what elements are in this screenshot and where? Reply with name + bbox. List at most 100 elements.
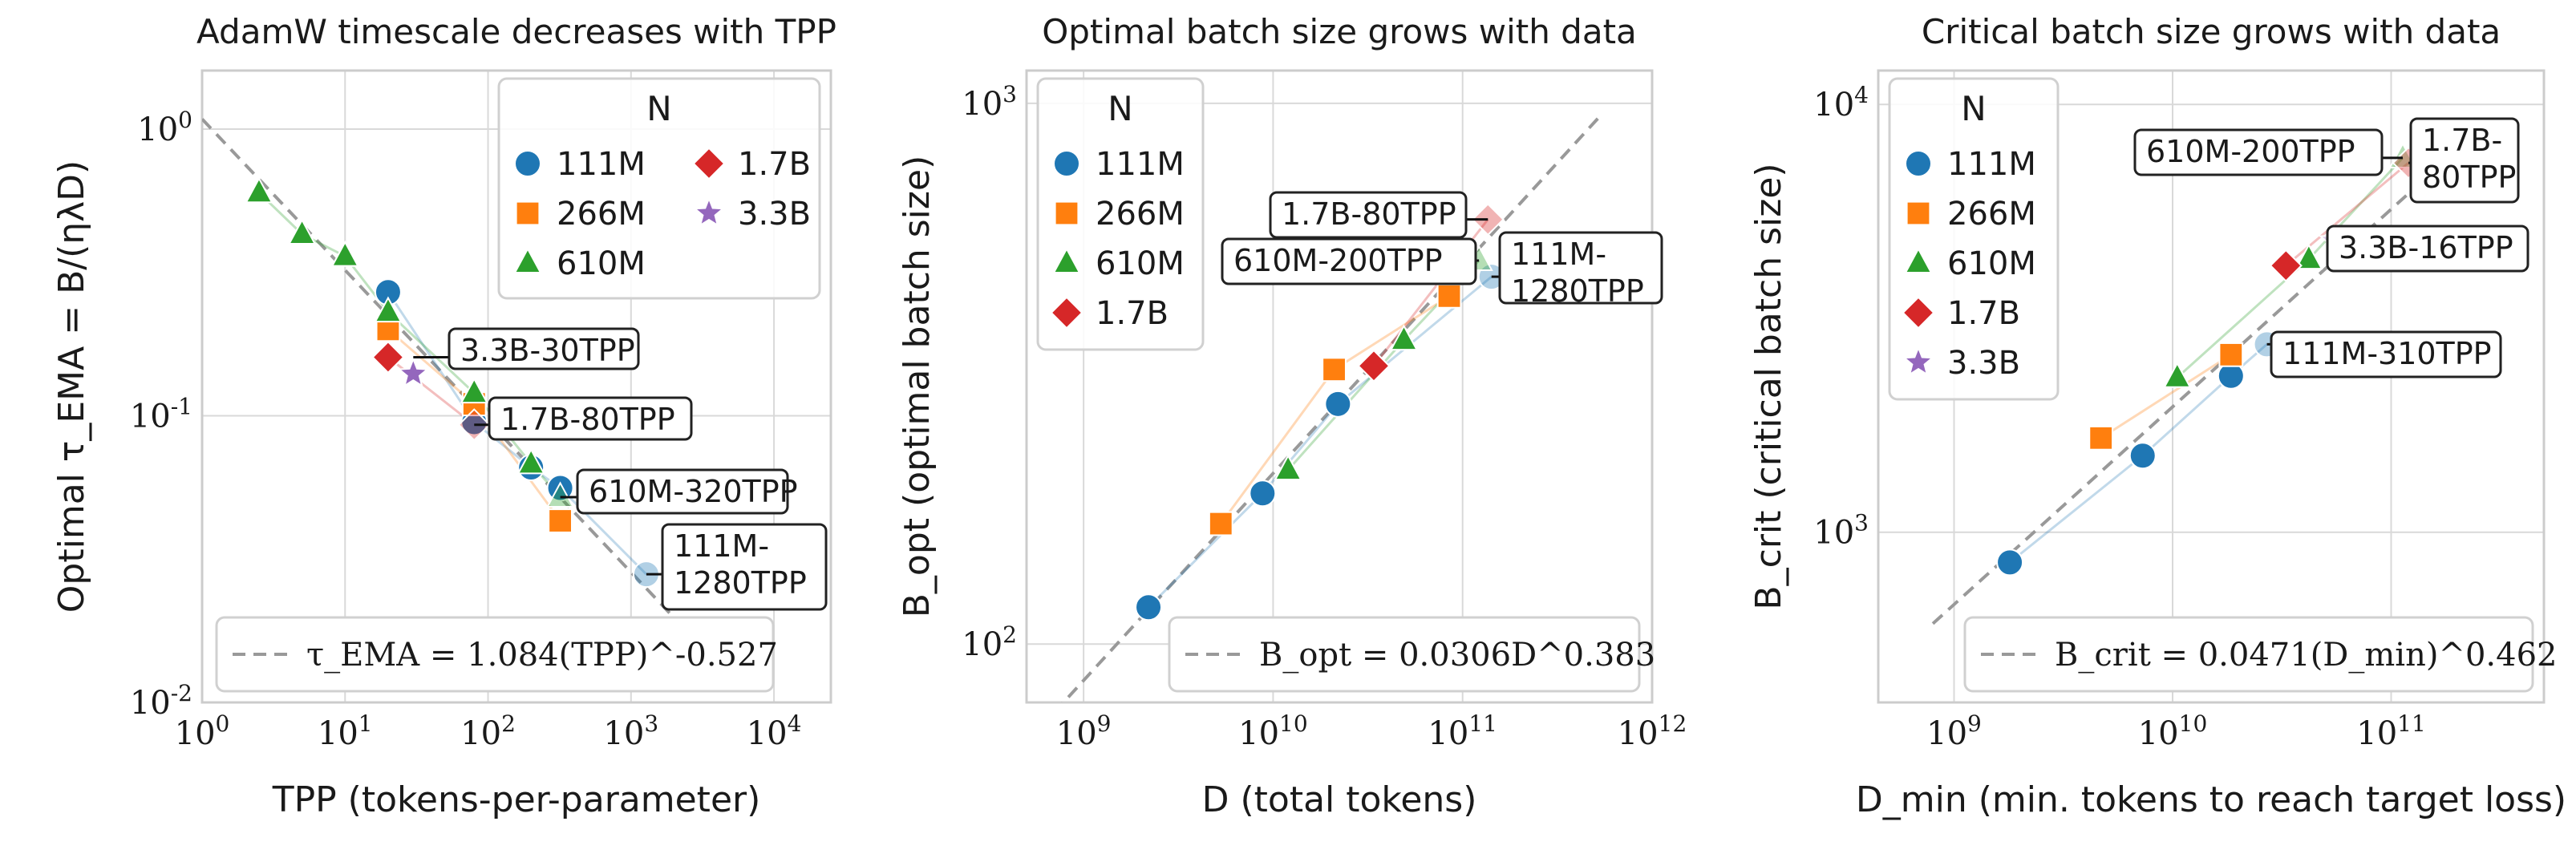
series-line-266m (2100, 354, 2232, 439)
data-point-3-3b (397, 357, 430, 388)
data-point-610m (1389, 324, 1419, 351)
fit-line (202, 118, 675, 619)
data-point-610m (287, 218, 317, 245)
legend-label-111m: 111M (1947, 146, 2036, 183)
x-axis-label: D_min (min. tokens to reach target loss) (1856, 779, 2566, 820)
data-point-1-7b (2269, 249, 2303, 282)
data-point-1-7b (371, 340, 405, 374)
series-line-111m (1147, 275, 1493, 609)
plot-frame (1877, 69, 2546, 704)
annotation-box (448, 327, 640, 370)
chart-title: Optimal batch size grows with data (1042, 12, 1637, 51)
y-tick-label: 103 (962, 81, 1017, 123)
annotation-label: 3.3B-30TPP (460, 333, 635, 368)
annotation-label: 1.7B-80TPP (2422, 123, 2516, 195)
data-point-266m (2088, 425, 2114, 451)
annotation-label: 3.3B-16TPP (2339, 230, 2513, 265)
legend-marker-111m (514, 150, 541, 177)
data-point-610m (2388, 142, 2417, 168)
series-line-111m (2009, 343, 2268, 564)
legend-label-3-3b: 3.3B (1947, 345, 2020, 382)
legend-box (497, 77, 821, 300)
plot-frame (200, 69, 832, 704)
legend-marker-111m (1905, 150, 1932, 177)
data-point-610m (330, 240, 359, 267)
annotation-box (2326, 225, 2529, 273)
data-point-610m (374, 296, 403, 323)
fit-legend-box (1963, 616, 2534, 693)
y-axis-label: B_crit (critical batch size) (1748, 163, 1789, 609)
legend-marker-266m (1906, 200, 1931, 226)
legend-box (1036, 77, 1205, 351)
data-point-111m (1324, 390, 1352, 418)
legend-marker-610m (1052, 247, 1081, 273)
legend-marker-3-3b (1902, 345, 1935, 377)
legend-marker-610m (513, 247, 542, 273)
data-point-610m (245, 176, 273, 204)
legend-label-111m: 111M (557, 146, 646, 183)
chart-title: Critical batch size grows with data (1922, 12, 2501, 51)
legend-marker-1-7b (1902, 296, 1935, 330)
annotation-label: 610M-200TPP (2146, 134, 2355, 169)
y-axis-label: B_opt (optimal batch size) (897, 156, 938, 618)
legend-label-610m: 610M (1096, 245, 1185, 282)
x-tick-label: 1011 (1428, 710, 1497, 752)
x-tick-label: 1012 (1618, 710, 1687, 752)
y-tick-label: 103 (1813, 510, 1869, 552)
legend-label-266m: 266M (1096, 196, 1185, 233)
x-axis-label: D (total tokens) (1202, 779, 1477, 820)
legend-marker-1-7b (1050, 296, 1083, 330)
x-tick-label: 1011 (2356, 710, 2426, 752)
legend-marker-111m (1053, 150, 1080, 177)
annotation-box (576, 468, 789, 515)
data-point-610m (545, 481, 575, 508)
annotation-box (1269, 191, 1468, 239)
legend-label-1-7b: 1.7B (738, 146, 811, 183)
annotation-label: 1.7B-80TPP (500, 402, 675, 437)
annotation-label: 610M-200TPP (1233, 243, 1443, 278)
legend-title: N (1108, 89, 1132, 128)
annotation-label: 111M-1280TPP (674, 528, 807, 601)
data-point-266m (2218, 342, 2244, 367)
legend-marker-610m (1904, 247, 1933, 273)
annotation-box (661, 523, 828, 611)
y-tick-label: 10-1 (130, 393, 192, 435)
y-tick-label: 100 (137, 107, 192, 148)
x-tick-label: 104 (747, 710, 802, 752)
fit-legend-box (1168, 616, 1641, 693)
x-tick-label: 101 (318, 710, 373, 752)
legend-title: N (1961, 89, 1986, 128)
legend-title: N (646, 89, 671, 128)
legend-label-3-3b: 3.3B (738, 196, 811, 233)
annotation-label: 610M-320TPP (589, 474, 798, 509)
legend-label-266m: 266M (1947, 196, 2036, 233)
data-point-610m (516, 447, 545, 475)
data-point-111m (1996, 548, 2024, 577)
fit-legend-box (215, 616, 775, 693)
legend-marker-1-7b (692, 147, 726, 180)
plot-frame (1025, 69, 1654, 704)
data-point-266m (1208, 511, 1233, 536)
legend-marker-266m (515, 200, 541, 226)
x-tick-label: 1010 (2138, 710, 2208, 752)
x-axis-label: TPP (tokens-per-parameter) (272, 779, 761, 820)
fit-legend-label: B_opt = 0.0306D^0.383 (1259, 637, 1655, 674)
legend-label-610m: 610M (1947, 245, 2036, 282)
legend-label-610m: 610M (557, 245, 646, 282)
x-tick-label: 109 (1926, 710, 1982, 752)
legend-marker-266m (1054, 200, 1079, 226)
x-tick-label: 103 (603, 710, 658, 752)
annotation-label: 111M-310TPP (2282, 336, 2492, 371)
y-tick-label: 104 (1813, 82, 1869, 123)
data-point-1-7b (1357, 349, 1391, 382)
chart-panel-3: 109 1010 1011 103 104 Critical batch size gro… (1748, 12, 2566, 820)
data-point-610m (1274, 454, 1302, 480)
data-point-266m (1436, 283, 1462, 309)
x-tick-label: 100 (175, 710, 230, 752)
x-tick-label: 109 (1056, 710, 1112, 752)
fit-legend-label: B_crit = 0.0471(D_min)^0.462 (2055, 637, 2557, 674)
x-tick-label: 1010 (1238, 710, 1308, 752)
annotation-box (1498, 231, 1663, 305)
annotation-box (2133, 128, 2384, 176)
